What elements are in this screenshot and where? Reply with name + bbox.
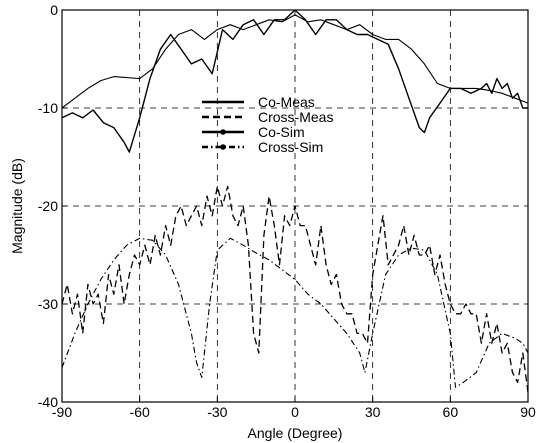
series-line-co-sim bbox=[61, 14, 529, 109]
y-tick-label: -40 bbox=[38, 394, 58, 410]
tick-labels: -90 -60 -30 0 30 60 90 0 -10 -20 -30 -40 bbox=[38, 2, 536, 420]
legend-marker bbox=[220, 144, 226, 150]
series-line-cross-meas bbox=[61, 185, 529, 393]
legend-label: Cross-Sim bbox=[258, 139, 323, 155]
y-tick-label: -10 bbox=[38, 100, 58, 116]
legend-marker bbox=[220, 129, 226, 135]
x-tick-label: -60 bbox=[130, 404, 150, 420]
series-line-co-meas bbox=[61, 9, 528, 153]
y-axis-label: Magnitude (dB) bbox=[9, 158, 25, 254]
series-line-cross-sim bbox=[61, 237, 529, 388]
x-tick-label: -90 bbox=[52, 404, 72, 420]
x-axis-label: Angle (Degree) bbox=[248, 425, 343, 441]
x-tick-label: 90 bbox=[520, 404, 536, 420]
legend-label: Co-Sim bbox=[258, 124, 305, 140]
x-tick-label: 60 bbox=[443, 404, 459, 420]
x-tick-label: 30 bbox=[365, 404, 381, 420]
legend-label: Co-Meas bbox=[258, 94, 315, 110]
series-group bbox=[61, 9, 529, 393]
x-tick-label: 0 bbox=[291, 404, 299, 420]
y-tick-label: 0 bbox=[50, 2, 58, 18]
x-tick-label: -30 bbox=[207, 404, 227, 420]
y-tick-label: -30 bbox=[38, 296, 58, 312]
legend-label: Cross-Meas bbox=[258, 109, 333, 125]
y-tick-label: -20 bbox=[38, 198, 58, 214]
